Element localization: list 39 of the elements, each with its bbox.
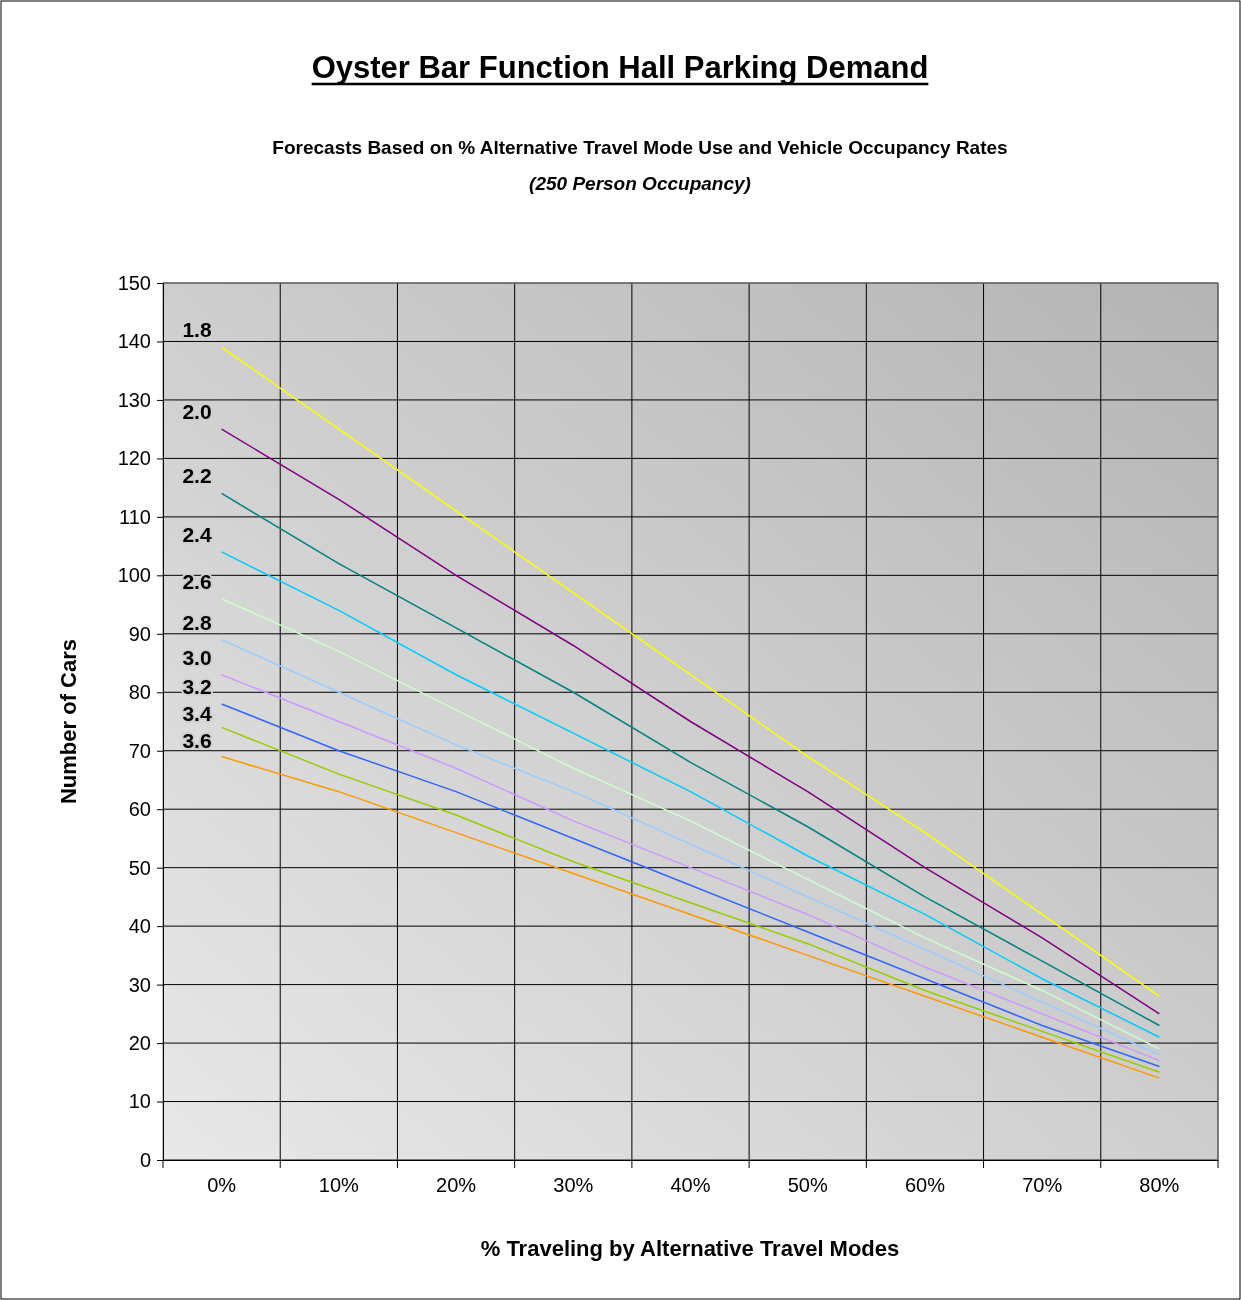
x-tick-label: 40% [670, 1174, 711, 1197]
series-label: 1.8 [182, 318, 212, 342]
series-label: 2.0 [182, 400, 212, 424]
x-axis-title: % Traveling by Alternative Travel Modes [480, 1236, 900, 1261]
y-tick-label: 100 [117, 564, 151, 587]
y-tick-label: 90 [128, 622, 151, 645]
y-tick-label: 150 [117, 271, 151, 294]
y-tick-label: 0 [139, 1148, 151, 1171]
text: (250 Person Occupancy) [529, 173, 751, 194]
x-tick-label: 80% [1139, 1174, 1180, 1197]
chart-title: Oyster Bar Function Hall Parking Demand [311, 50, 929, 85]
x-tick-label: 0% [207, 1174, 237, 1197]
y-tick-label: 40 [128, 915, 151, 938]
y-tick-label: 20 [128, 1031, 151, 1054]
y-tick-label: 130 [117, 388, 151, 411]
y-tick-label: 10 [128, 1090, 151, 1113]
series-label: 3.4 [182, 701, 212, 725]
series-label: 2.4 [182, 522, 212, 546]
y-tick-label: 70 [128, 739, 151, 762]
y-tick-label: 140 [117, 330, 151, 353]
x-tick-label: 70% [1022, 1174, 1063, 1197]
x-tick-label: 30% [553, 1174, 594, 1197]
y-tick-label: 30 [128, 973, 151, 996]
y-tick-label: 110 [119, 505, 151, 528]
y-axis-title: Number of Cars [56, 638, 81, 805]
x-tick-label: 50% [787, 1174, 828, 1197]
x-tick-label: 60% [904, 1174, 946, 1197]
y-tick-label: 50 [128, 856, 151, 879]
series-label: 2.2 [182, 464, 212, 488]
series-label: 3.6 [182, 728, 212, 752]
y-tick-label: 80 [128, 681, 151, 704]
series-label: 2.6 [182, 569, 212, 593]
y-tick-label: 120 [117, 447, 151, 470]
y-tick-label: 60 [128, 798, 151, 821]
x-tick-label: 10% [318, 1174, 360, 1197]
series-label: 2.8 [182, 610, 212, 634]
x-tick-label: 20% [436, 1174, 477, 1197]
series-label: 3.0 [182, 645, 212, 669]
chart-subtitle: Forecasts Based on % Alternative Travel Mode Use and Vehicle Occupancy Rates [272, 137, 1008, 158]
